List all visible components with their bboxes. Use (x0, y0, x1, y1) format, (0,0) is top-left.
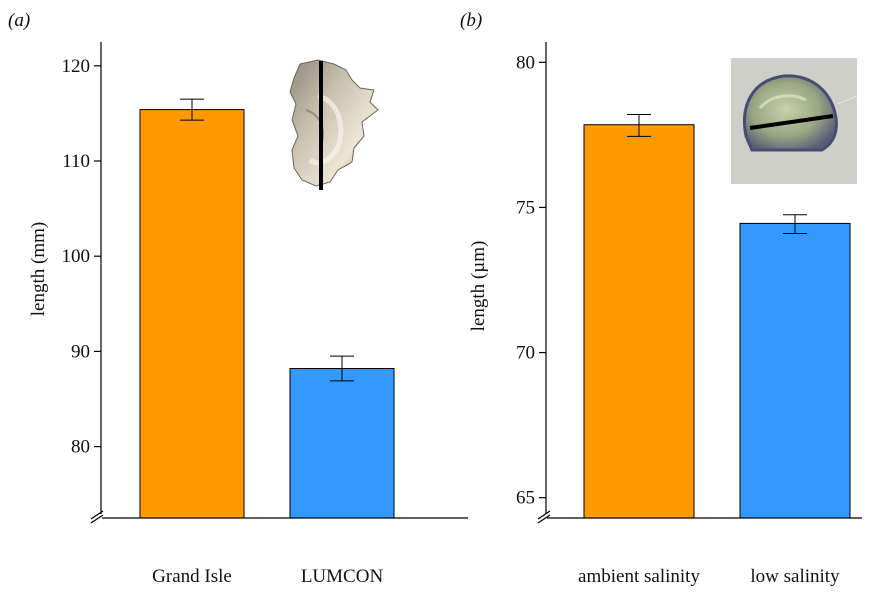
panel-b-error-bar-0 (627, 114, 651, 137)
panel-b: (b) length (µm) 65 70 75 80 ambient salinity… (460, 10, 862, 587)
panel-a-bar-1 (289, 368, 395, 519)
panel-a-category-label-0: Grand Isle (152, 566, 232, 587)
panel-b-y-tick-label: 65 (516, 488, 535, 509)
panel-a-x-axis (90, 510, 468, 524)
panel-b-plot-area: 65 70 75 80 ambient salinity low salinity (516, 42, 851, 587)
panel-b-error-bar-1 (783, 214, 807, 235)
panel-a-y-axis-title: length (mm) (28, 222, 49, 316)
panel-b-bar-0 (583, 124, 695, 519)
panel-b-bar-1 (739, 222, 851, 519)
panel-a-y-tick-label: 100 (62, 246, 91, 267)
panel-b-y-axis-title: length (µm) (468, 241, 489, 332)
panel-b-label: (b) (460, 10, 482, 31)
panel-b-category-label-1: low salinity (750, 566, 840, 587)
panel-a: (a) length (mm) 80 90 100 110 120 Grand Isle L… (8, 10, 468, 587)
panel-b-y-tick-label: 70 (516, 343, 535, 364)
panel-a-plot-area: 80 90 100 110 120 Grand Isle LUMCON (62, 42, 395, 587)
panel-a-y-tick-label: 110 (62, 151, 90, 172)
panel-b-x-axis (537, 510, 862, 524)
oyster-shell-inset (289, 59, 379, 190)
panel-b-y-tick-label: 80 (516, 52, 535, 73)
panel-b-y-tick-label: 75 (516, 197, 535, 218)
panel-a-error-bar-1 (330, 355, 354, 382)
panel-b-category-label-0: ambient salinity (578, 566, 700, 587)
panel-a-y-tick-label: 90 (71, 341, 90, 362)
panel-a-category-label-1: LUMCON (301, 566, 384, 587)
panel-a-error-bar-0 (180, 98, 204, 121)
panel-a-y-tick-label: 80 (71, 437, 90, 458)
larva-micrograph-inset (731, 58, 858, 184)
panel-a-bar-0 (139, 109, 245, 519)
panel-a-y-tick-label: 120 (62, 56, 91, 77)
panel-a-label: (a) (8, 10, 30, 31)
